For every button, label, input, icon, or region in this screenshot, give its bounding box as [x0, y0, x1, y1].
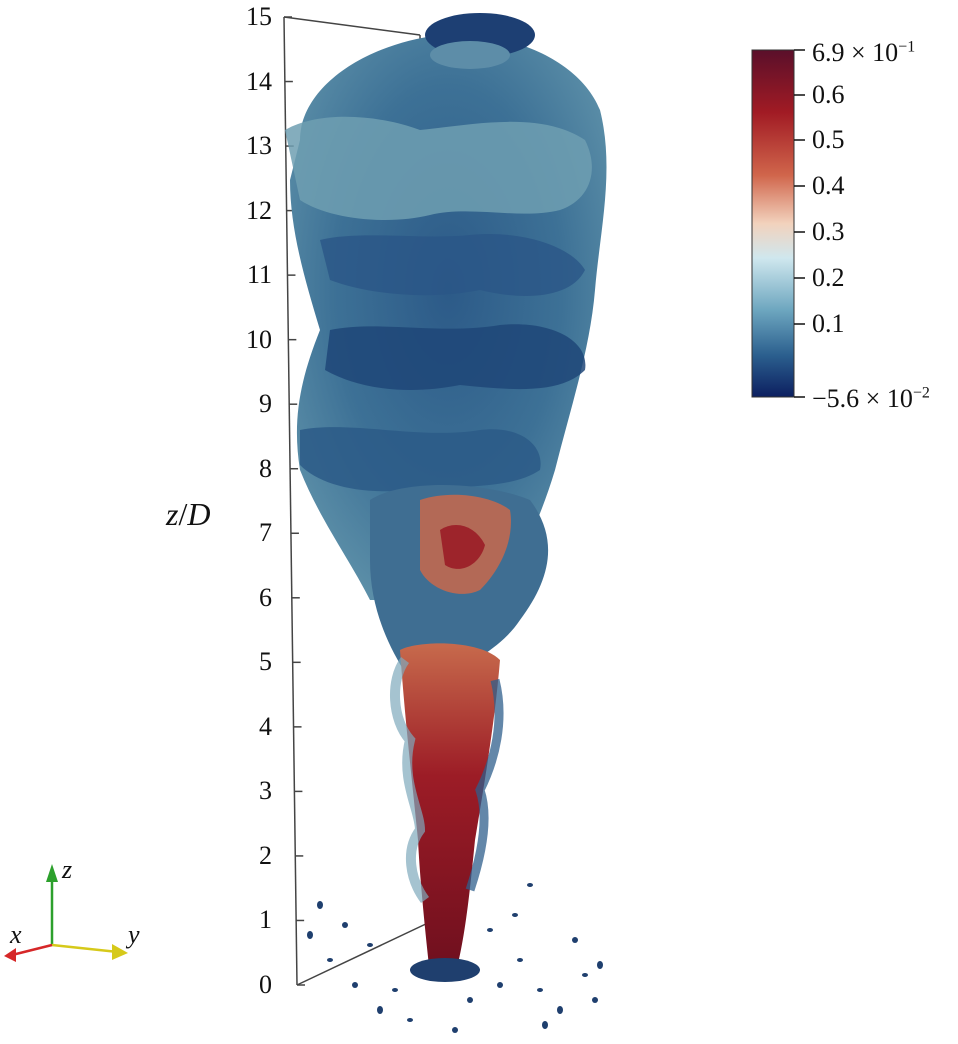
particle — [542, 1021, 548, 1029]
z-tick-label: 11 — [246, 260, 272, 290]
particle — [592, 997, 598, 1003]
axis-title-var: z — [166, 496, 179, 532]
z-tick-label: 15 — [246, 2, 272, 31]
colorbar-max-label: 6.9 × 10−1 — [812, 38, 916, 67]
particle — [517, 958, 523, 962]
plume-isosurface — [285, 13, 607, 982]
z-tick-label: 13 — [246, 131, 272, 161]
z-tick-label: 5 — [259, 647, 272, 677]
axis-title-sep: / — [178, 496, 188, 532]
colorbar-max-exponent: −1 — [898, 38, 916, 56]
z-tick-label: 1 — [259, 905, 272, 935]
particle — [377, 1006, 383, 1014]
z-tick-label: 9 — [259, 389, 272, 419]
z-tick-label: 3 — [259, 776, 272, 806]
particle — [557, 1006, 563, 1014]
colorbar-min-exponent: −2 — [912, 384, 930, 402]
colorbar-ticks — [794, 49, 805, 398]
colorbar-max-mantissa: 6.9 × 10 — [812, 38, 899, 67]
z-tick-label: 6 — [259, 582, 272, 612]
z-tick-label: 8 — [259, 453, 272, 483]
particle — [537, 988, 543, 992]
particle — [512, 913, 518, 917]
z-axis-ticks — [284, 16, 305, 986]
colorbar-min-mantissa: −5.6 × 10 — [812, 384, 913, 413]
particle — [467, 997, 473, 1003]
particle — [307, 931, 313, 939]
particle — [582, 973, 588, 977]
colorbar-tick-label: 0.4 — [812, 171, 845, 200]
particle — [367, 943, 373, 947]
particle — [572, 937, 578, 943]
z-tick-label: 2 — [259, 840, 272, 870]
particle — [527, 883, 533, 887]
particle — [317, 901, 323, 909]
particle — [352, 982, 358, 988]
z-tick-label: 7 — [259, 518, 272, 548]
axis-title-ref: D — [187, 496, 211, 532]
particle — [407, 1018, 413, 1022]
particle — [487, 928, 493, 932]
z-tick-label: 0 — [259, 970, 272, 999]
triad-x-label: x — [10, 920, 22, 949]
particle — [497, 982, 503, 988]
orientation-triad — [4, 864, 128, 962]
colorbar-tick-label: 0.1 — [812, 309, 845, 338]
z-tick-label: 14 — [246, 66, 272, 96]
particle — [597, 961, 603, 969]
colorbar-tick-label: 0.2 — [812, 263, 845, 292]
z-tick-label: 12 — [246, 195, 272, 225]
z-tick-label: 10 — [246, 324, 272, 354]
colorbar-min-label: −5.6 × 10−2 — [812, 384, 930, 413]
z-tick-label: 4 — [259, 711, 272, 741]
colorbar-tick-label: 0.6 — [812, 80, 845, 109]
particle — [392, 988, 398, 992]
triad-y-label: y — [128, 920, 140, 949]
z-axis-title: z/D — [166, 496, 210, 533]
colorbar — [751, 49, 795, 398]
base-particles — [307, 883, 603, 1033]
particle — [342, 922, 348, 928]
colorbar-tick-label: 0.5 — [812, 125, 845, 154]
particle — [327, 958, 333, 962]
triad-z-label: z — [62, 855, 73, 884]
particle — [452, 1027, 458, 1033]
colorbar-tick-label: 0.3 — [812, 217, 845, 246]
